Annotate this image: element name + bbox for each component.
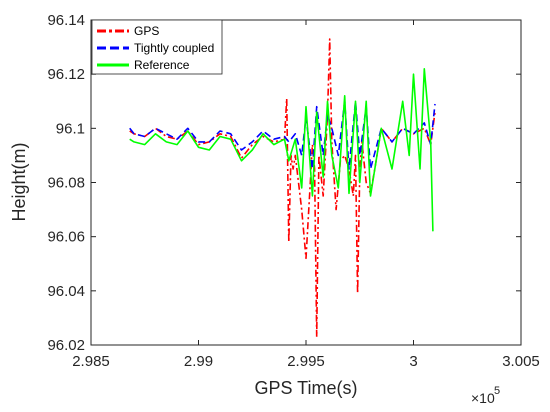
y-tick-label: 96.06	[47, 229, 85, 246]
y-tick-label: 96.04	[47, 283, 85, 300]
legend-label: GPS	[134, 24, 159, 38]
series-layer	[129, 38, 436, 338]
y-axis-label: Height(m)	[9, 142, 29, 221]
legend: GPS Tightly coupled Reference	[91, 19, 223, 75]
x-multiplier-exponent: 5	[494, 385, 500, 397]
x-tick-label: 2.995	[287, 353, 325, 370]
x-tick-label: 2.985	[72, 353, 110, 370]
y-tick-label: 96.1	[56, 120, 85, 137]
x-tick-label: 3.005	[502, 353, 540, 370]
legend-entries: GPS Tightly coupled Reference	[97, 24, 214, 72]
x-tick-label: 2.99	[184, 353, 213, 370]
series-line-reference	[129, 68, 434, 232]
legend-label: Tightly coupled	[134, 41, 214, 55]
tick-layer: 2.985 2.99 2.995 3 3.005 96.02 96.04 96.06 96.08…	[47, 12, 539, 370]
y-tick-label: 96.12	[47, 66, 85, 83]
x-axis-label: GPS Time(s)	[254, 378, 357, 398]
x-multiplier-base: ×10	[471, 390, 495, 406]
x-multiplier: ×10 5	[471, 385, 500, 406]
y-tick-label: 96.02	[47, 337, 85, 354]
legend-label: Reference	[134, 58, 190, 72]
y-tick-label: 96.08	[47, 175, 85, 192]
y-tick-label: 96.14	[47, 12, 85, 29]
x-tick-label: 3	[409, 353, 417, 370]
